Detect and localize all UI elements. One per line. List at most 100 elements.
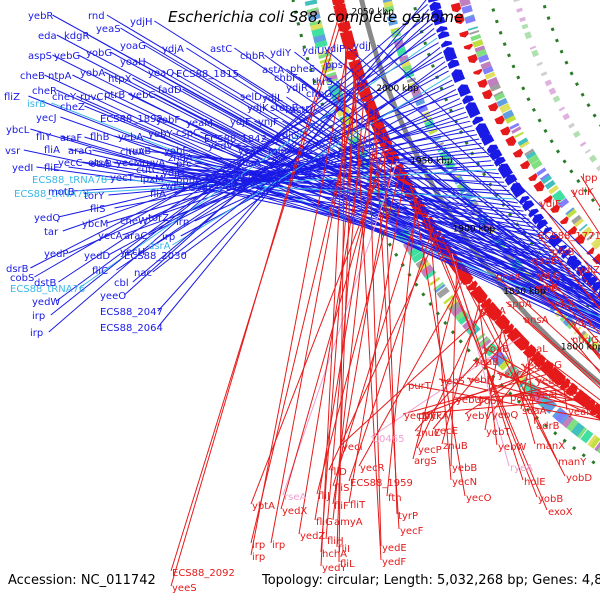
reverse-gene-label: ydjQ — [538, 271, 561, 282]
feature-segment — [568, 122, 575, 129]
reverse-strand-feature — [470, 285, 482, 296]
reverse-gene-label: yeaL — [524, 344, 548, 355]
forward-gene-leader — [194, 98, 461, 222]
forward-gene-leader — [157, 117, 600, 307]
forward-gene-leader — [84, 105, 600, 316]
feature-segment — [580, 429, 594, 444]
forward-gene-label: ECS88_2047 — [100, 307, 163, 318]
forward-gene-label: pphA — [176, 175, 202, 186]
forward-gene-leader — [294, 51, 600, 291]
feature-segment — [531, 159, 543, 170]
forward-strand-feature — [443, 47, 455, 56]
feature-segment — [517, 137, 529, 146]
forward-gene-label: yebC — [130, 90, 155, 101]
reverse-gene-label: yeaC — [498, 370, 523, 381]
forward-gene-leader — [348, 47, 600, 276]
feature-segment — [383, 0, 394, 8]
forward-strand-feature — [519, 195, 530, 205]
reverse-gene-leader — [438, 378, 600, 417]
reverse-gene-label: ydiK — [572, 187, 594, 198]
forward-gene-label: yedO — [236, 171, 262, 182]
forward-gene-label: rnd — [88, 11, 105, 22]
forward-gene-label: fliS — [90, 204, 105, 215]
forward-strand-feature — [504, 174, 518, 186]
forward-gene-label: stopB — [270, 103, 299, 114]
feature-segment — [558, 106, 566, 112]
forward-strand-feature — [436, 26, 448, 33]
forward-strand-feature — [581, 271, 594, 283]
forward-gene-label: ybcL — [6, 125, 30, 136]
reverse-gene-leader — [408, 182, 548, 511]
reverse-gene-leader — [414, 324, 510, 432]
feature-segment — [531, 49, 540, 58]
reverse-gene-label: yeeS — [172, 583, 197, 594]
forward-gene-label: astD — [290, 105, 313, 116]
feature-segment — [496, 97, 508, 107]
forward-gene-label: araF — [60, 133, 82, 144]
forward-gene-label: fliA — [44, 145, 60, 156]
feature-segment — [594, 441, 600, 452]
feature-segment — [584, 148, 591, 154]
feature-segment — [584, 336, 594, 346]
forward-gene-leader — [30, 56, 444, 269]
forward-gene-label: yobF — [156, 115, 180, 126]
reverse-gene-label: sppA — [507, 299, 532, 310]
forward-gene-leader — [181, 61, 446, 256]
reverse-gene-label: sdaA — [522, 406, 547, 417]
feature-segment — [467, 26, 478, 31]
forward-gene-label: yecT — [110, 173, 135, 184]
forward-gene-leader — [343, 63, 600, 288]
forward-gene-label: fliA — [150, 189, 166, 200]
reverse-gene-label: nadE — [532, 256, 557, 267]
forward-gene-leader — [200, 131, 578, 277]
reverse-strand-feature — [454, 13, 465, 25]
forward-gene-label: yebA — [118, 132, 143, 143]
feature-segment — [464, 15, 476, 24]
reverse-gene-leader — [320, 28, 349, 567]
forward-gene-leader — [78, 37, 438, 289]
feature-segment — [318, 52, 331, 60]
feature-segment — [306, 7, 319, 13]
feature-segment — [579, 141, 587, 147]
label-leader-lines — [23, 0, 600, 587]
reverse-gene-leader — [570, 337, 600, 374]
reverse-gene-leader — [508, 382, 569, 397]
forward-gene-label: chbG — [306, 89, 332, 100]
forward-gene-label: ECS88_2030 — [124, 251, 187, 262]
reverse-gene-label: yeaP — [522, 361, 546, 372]
feature-segment — [529, 45, 537, 50]
feature-segment — [411, 251, 425, 264]
feature-segment — [571, 214, 582, 225]
feature-segment — [562, 113, 571, 121]
forward-gene-label: yeeO — [100, 291, 126, 302]
forward-gene-label: ruvA — [142, 158, 165, 169]
forward-strand-feature — [561, 249, 572, 259]
reverse-gene-label: ydiE — [540, 199, 561, 210]
forward-gene-label: irp — [32, 311, 45, 322]
forward-gene-leader — [132, 28, 435, 283]
feature-segment — [493, 91, 506, 102]
reverse-gene-label: yedX — [282, 506, 307, 517]
reverse-gene-label: ECS88_1959 — [350, 478, 413, 489]
feature-segment — [436, 286, 450, 299]
reverse-gene-label: yecD — [404, 411, 430, 422]
reverse-gene-leader — [534, 362, 600, 410]
forward-gene-label: prc — [176, 159, 192, 170]
reverse-gene-label: ydjY — [572, 318, 594, 329]
forward-gene-label: yecH — [120, 247, 145, 258]
forward-gene-label: irp — [176, 217, 189, 228]
forward-gene-leader — [157, 8, 430, 312]
forward-gene-label: araG — [68, 146, 92, 157]
reverse-gene-label: yecP — [418, 445, 442, 456]
forward-gene-label: cheZ — [60, 102, 85, 113]
feature-segment — [548, 87, 557, 96]
forward-gene-label: yecM — [116, 158, 142, 169]
forward-gene-leader — [128, 93, 600, 324]
reverse-gene-leader — [472, 359, 600, 420]
reverse-gene-leader — [522, 317, 600, 389]
reverse-gene-label: yedF — [382, 557, 406, 568]
reverse-gene-label: holE — [524, 477, 546, 488]
feature-segment — [589, 340, 600, 352]
forward-gene-label: ydjL — [262, 93, 283, 104]
forward-gene-leader — [271, 106, 600, 309]
